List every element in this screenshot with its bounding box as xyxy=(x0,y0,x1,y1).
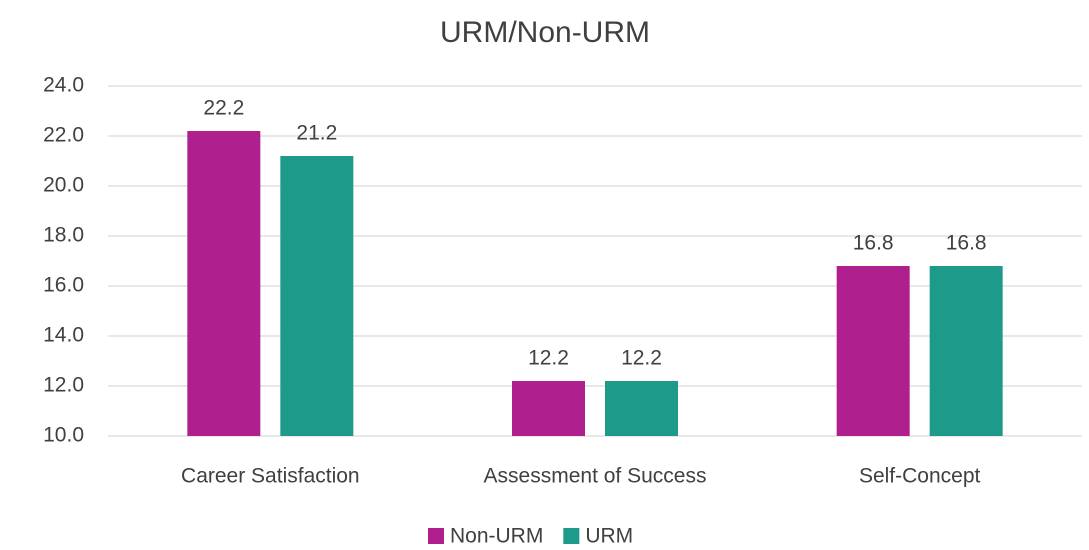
y-tick-label: 18.0 xyxy=(43,224,84,247)
x-tick-label: Assessment of Success xyxy=(484,465,707,488)
y-tick-label: 14.0 xyxy=(43,324,84,347)
legend-swatch xyxy=(428,528,444,544)
y-tick-label: 24.0 xyxy=(43,74,84,97)
x-tick-label: Career Satisfaction xyxy=(181,465,360,488)
bar xyxy=(929,266,1003,436)
bar xyxy=(512,381,585,436)
data-label: 12.2 xyxy=(621,347,662,370)
y-tick-label: 16.0 xyxy=(43,274,84,297)
chart-title: URM/Non-URM xyxy=(440,16,650,49)
legend-label: Non-URM xyxy=(450,525,543,548)
data-label: 12.2 xyxy=(528,347,569,370)
legend-swatch xyxy=(563,528,580,544)
y-tick-label: 22.0 xyxy=(43,124,84,147)
bar xyxy=(280,156,354,436)
bar xyxy=(836,266,910,436)
x-tick-label: Self-Concept xyxy=(859,465,981,488)
legend-label: URM xyxy=(585,525,633,548)
y-tick-label: 20.0 xyxy=(43,174,84,197)
data-label: 21.2 xyxy=(296,122,337,145)
y-tick-label: 12.0 xyxy=(43,374,84,397)
bar xyxy=(187,131,261,436)
data-label: 16.8 xyxy=(946,232,987,255)
data-label: 16.8 xyxy=(853,232,894,255)
data-label: 22.2 xyxy=(203,97,244,120)
bar xyxy=(605,381,678,436)
y-tick-label: 10.0 xyxy=(43,424,84,447)
